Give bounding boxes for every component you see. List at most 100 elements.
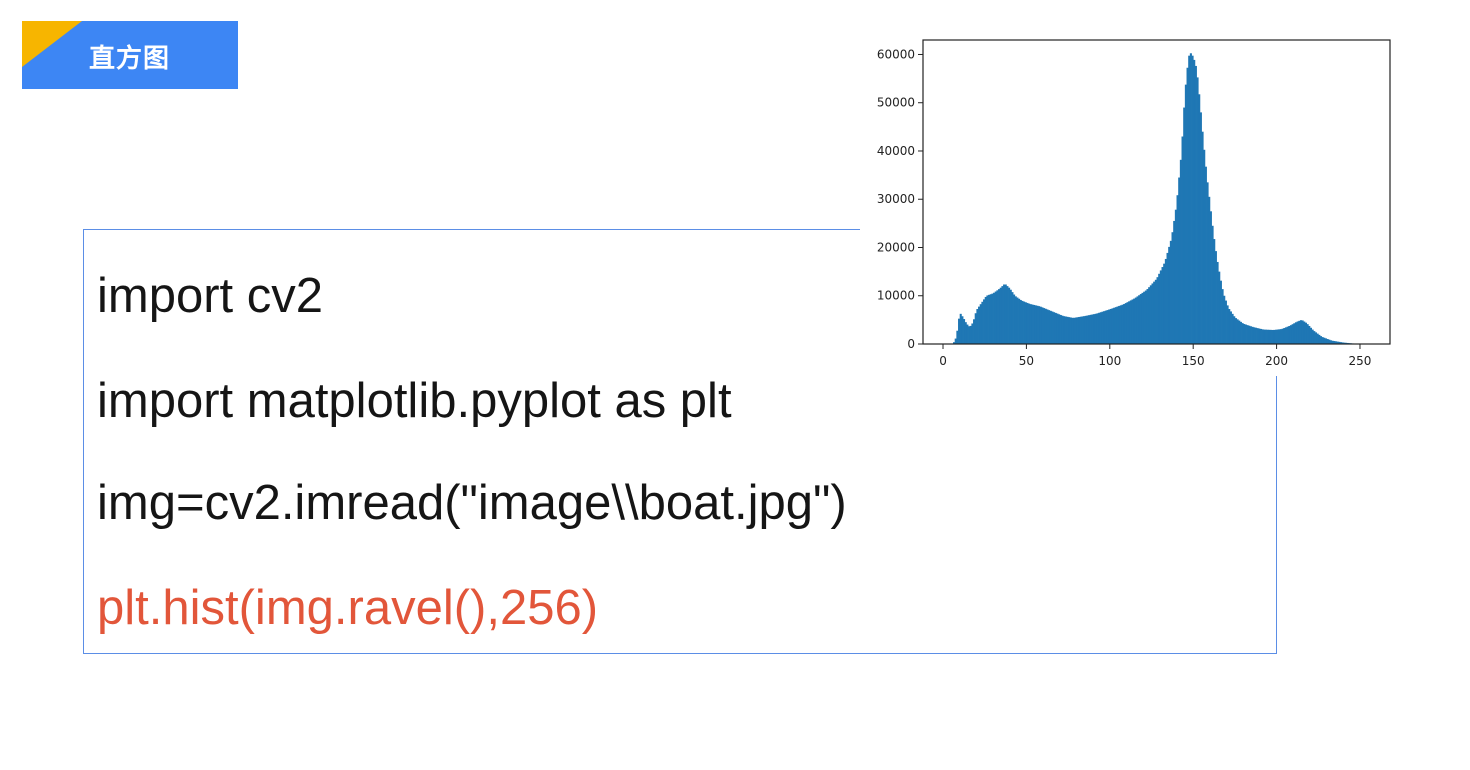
histogram-bar (1101, 311, 1104, 344)
histogram-bar (1056, 313, 1059, 344)
histogram-bar (1209, 211, 1212, 344)
histogram-bar (1303, 321, 1306, 344)
histogram-bar (1234, 318, 1237, 344)
histogram-bar (1179, 159, 1182, 344)
histogram-bar (1131, 299, 1134, 344)
x-tick-label: 50 (1019, 354, 1034, 368)
histogram-bar (1141, 292, 1144, 344)
histogram-bar (1296, 321, 1299, 344)
histogram-svg: 0 50 100 150 200 250 0 10000 20000 30000 40000 500… (877, 39, 1391, 368)
histogram-bar (1274, 329, 1277, 344)
histogram-bar (1029, 304, 1032, 344)
histogram-bar (1073, 317, 1076, 344)
histogram-bar (1309, 327, 1313, 344)
histogram-bar (1224, 300, 1227, 344)
histogram-bar (1106, 310, 1109, 344)
histogram-bar (1304, 322, 1308, 344)
histogram-bar (1014, 296, 1017, 344)
histogram-bar (956, 330, 959, 344)
plot-frame (922, 39, 1391, 345)
histogram-bar (1009, 289, 1012, 344)
histogram-bar (1081, 316, 1084, 344)
histogram-bar (1031, 304, 1034, 344)
histogram-bar (978, 306, 981, 344)
histogram-bar (1158, 273, 1161, 344)
histogram-bar (1066, 316, 1069, 344)
histogram-bar (1256, 328, 1259, 344)
histogram-bar (1321, 337, 1324, 344)
histogram-bar (1216, 261, 1219, 344)
histogram-bar (963, 319, 966, 344)
histogram-bar (1068, 317, 1071, 344)
histogram-bar (1311, 329, 1314, 344)
histogram-bar (1166, 252, 1169, 344)
histogram-bar (1038, 306, 1041, 344)
histogram-bar (1338, 341, 1341, 344)
histogram-bar (1206, 182, 1209, 344)
histogram-bar (1094, 313, 1097, 344)
histogram-bar (1124, 303, 1127, 344)
histogram-bar (1194, 65, 1197, 344)
histogram-bar (966, 324, 969, 344)
histogram-bar (1251, 326, 1254, 344)
histogram-bar (1134, 297, 1137, 344)
histogram-bar (999, 287, 1002, 344)
histogram-bar (961, 316, 964, 344)
histogram-bar (1183, 107, 1186, 344)
histogram-bar (1204, 166, 1207, 344)
histogram-bar (1118, 305, 1121, 344)
histogram-bar (1264, 329, 1267, 344)
histogram-bar (1018, 298, 1021, 344)
histogram-bar (1143, 291, 1146, 344)
histogram-bar (1268, 329, 1271, 344)
histogram-bar (1121, 304, 1124, 344)
histogram-bar (1146, 289, 1149, 344)
histogram-bar (1171, 232, 1174, 344)
histogram-bar (1254, 327, 1257, 344)
histogram-bar (1149, 285, 1152, 344)
histogram-bar (1173, 220, 1176, 344)
histogram-bar (1104, 310, 1107, 344)
histogram-bar (1136, 296, 1139, 344)
histogram-bar (1241, 323, 1244, 344)
histogram-bar (1233, 316, 1236, 344)
histogram-bar (979, 304, 982, 344)
y-tick-label: 30000 (877, 192, 915, 206)
histogram-bar (1089, 314, 1092, 344)
x-tick-label: 0 (939, 354, 947, 368)
title-badge: 直方图 (22, 21, 238, 89)
histogram-bar (1328, 339, 1331, 344)
histogram-bar (1331, 340, 1334, 344)
histogram-bar (1231, 313, 1234, 344)
histogram-bar (1114, 307, 1117, 344)
histogram-bar (1198, 94, 1201, 345)
histogram-bar (1318, 334, 1321, 344)
histogram-bar (958, 318, 961, 344)
histogram-bar (1003, 284, 1006, 344)
histogram-bar (1208, 196, 1211, 344)
histogram-bar (1339, 342, 1343, 344)
histogram-bar (1034, 305, 1037, 344)
histogram-bar (1261, 329, 1264, 344)
histogram-bar (1001, 286, 1004, 344)
histogram-bar (1116, 306, 1119, 344)
histogram-bar (1221, 289, 1224, 344)
y-tick-label: 0 (907, 337, 915, 351)
histogram-bar (1289, 325, 1292, 344)
y-tick-label: 60000 (877, 47, 915, 61)
histogram-bar (1298, 320, 1301, 344)
histogram-bar (959, 313, 962, 344)
histogram-bar (1016, 297, 1019, 344)
histogram-bar (1071, 317, 1074, 344)
histogram-bar (1238, 320, 1241, 344)
histogram-bar (1299, 320, 1303, 344)
histogram-bar (964, 322, 967, 344)
histogram-bar (1013, 294, 1016, 344)
histogram-bar (1096, 313, 1099, 344)
y-tick-label: 20000 (877, 240, 915, 254)
histogram-bar (1336, 341, 1339, 344)
histogram-bar (1326, 339, 1329, 344)
histogram-bar (1113, 307, 1116, 344)
histogram-bar (1004, 284, 1007, 344)
histogram-bar (1243, 324, 1246, 344)
